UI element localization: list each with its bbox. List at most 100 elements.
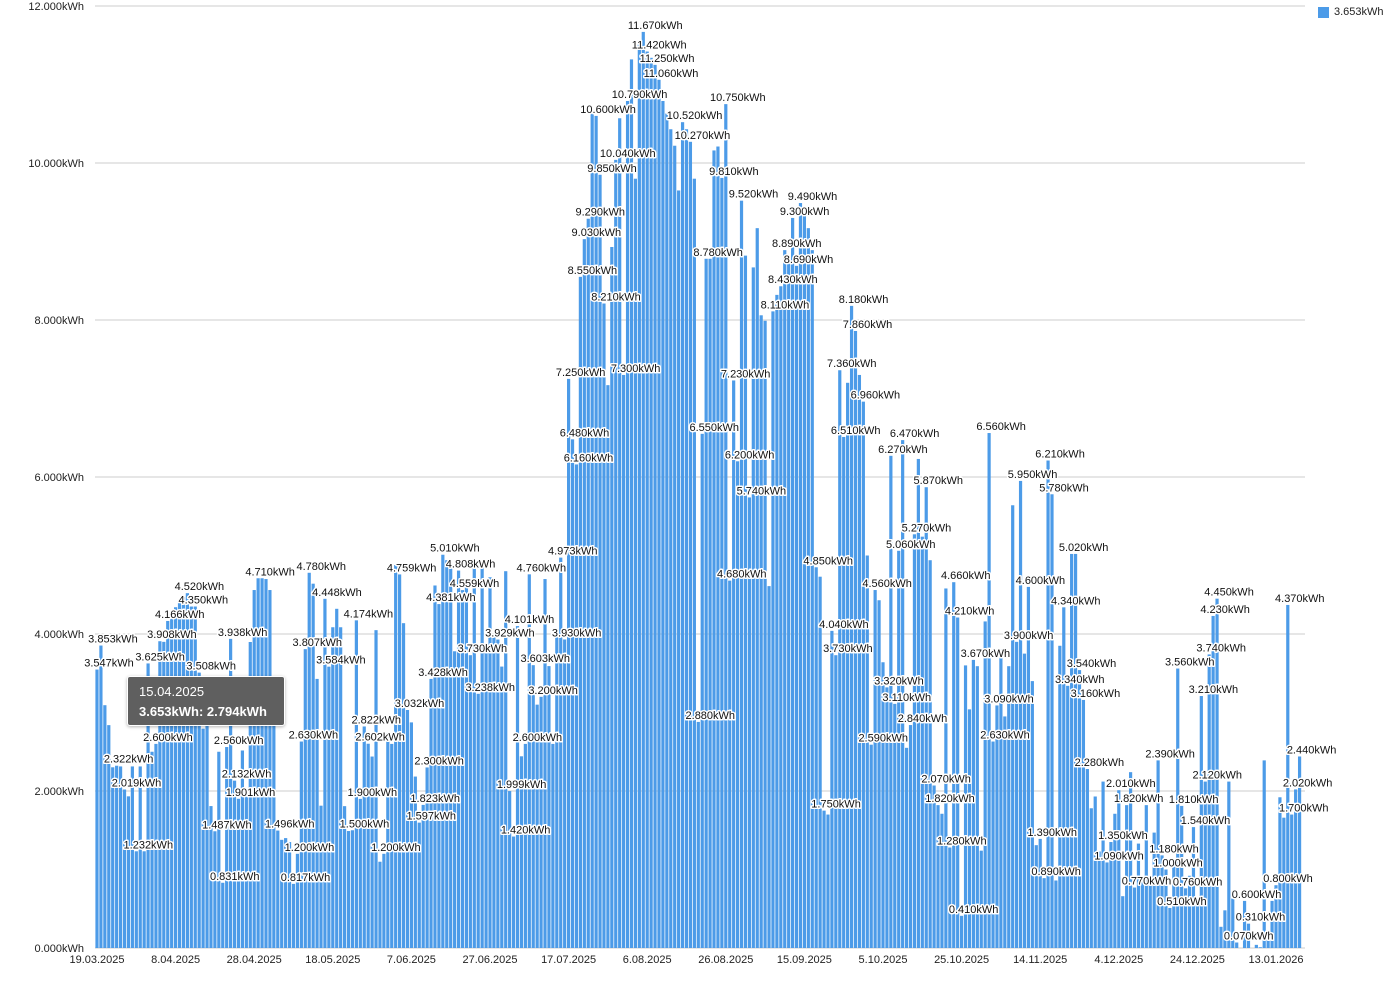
bar[interactable] <box>193 606 197 948</box>
bar[interactable] <box>1046 460 1050 948</box>
bar[interactable] <box>170 618 174 948</box>
bar[interactable] <box>221 882 225 948</box>
bar[interactable] <box>280 839 284 948</box>
bar[interactable] <box>975 666 979 948</box>
bar[interactable] <box>480 562 484 948</box>
bar[interactable] <box>429 678 433 948</box>
bar[interactable] <box>504 571 508 948</box>
bar[interactable] <box>539 696 543 948</box>
bar[interactable] <box>543 579 547 948</box>
bar[interactable] <box>791 217 795 948</box>
bar[interactable] <box>924 487 928 948</box>
bar[interactable] <box>323 598 327 948</box>
bar[interactable] <box>527 574 531 948</box>
bar[interactable] <box>783 250 787 948</box>
bar[interactable] <box>291 883 296 948</box>
bar[interactable] <box>696 721 700 948</box>
bar[interactable] <box>653 64 657 948</box>
bar[interactable] <box>614 159 618 949</box>
bar[interactable] <box>1242 900 1247 948</box>
bar[interactable] <box>1117 790 1121 948</box>
bar[interactable] <box>1215 598 1219 948</box>
bar[interactable] <box>370 756 374 948</box>
bar[interactable] <box>963 665 968 948</box>
bar[interactable] <box>555 634 559 948</box>
bar[interactable] <box>1262 760 1266 948</box>
bar[interactable] <box>146 663 150 948</box>
bar[interactable] <box>1105 862 1109 948</box>
bar[interactable] <box>138 766 142 948</box>
bar[interactable] <box>1140 878 1144 948</box>
bar[interactable] <box>307 572 311 948</box>
bar[interactable] <box>366 743 370 948</box>
bar[interactable] <box>331 627 335 948</box>
bar[interactable] <box>1290 814 1294 948</box>
bar[interactable] <box>488 577 492 948</box>
bar[interactable] <box>421 804 425 948</box>
bar[interactable] <box>618 118 622 948</box>
bar[interactable] <box>531 665 535 948</box>
bar[interactable] <box>122 789 127 948</box>
bar[interactable] <box>339 627 343 948</box>
bar[interactable] <box>657 79 661 949</box>
bar[interactable] <box>1093 796 1097 948</box>
bar[interactable] <box>916 458 920 948</box>
bar[interactable] <box>853 330 858 948</box>
bar[interactable] <box>453 651 457 948</box>
bar[interactable] <box>201 728 205 948</box>
bar[interactable] <box>920 536 924 948</box>
bar[interactable] <box>570 439 575 948</box>
bar[interactable] <box>637 44 641 948</box>
bar[interactable] <box>358 798 362 948</box>
bar[interactable] <box>904 747 909 948</box>
bar[interactable] <box>464 579 469 948</box>
bar[interactable] <box>684 129 689 948</box>
bar[interactable] <box>154 743 158 948</box>
bar[interactable] <box>598 174 602 948</box>
bar[interactable] <box>264 579 268 948</box>
bar[interactable] <box>641 31 645 948</box>
bar[interactable] <box>669 129 673 948</box>
bar[interactable] <box>1176 668 1180 948</box>
bar[interactable] <box>260 578 264 948</box>
bar[interactable] <box>236 798 241 948</box>
bar[interactable] <box>1058 645 1062 948</box>
bar[interactable] <box>248 642 252 948</box>
bar[interactable] <box>802 214 806 948</box>
bar[interactable] <box>830 630 834 948</box>
bar[interactable] <box>834 655 838 948</box>
bar[interactable] <box>944 588 948 948</box>
bar[interactable] <box>511 836 516 948</box>
bar[interactable] <box>755 228 759 948</box>
bar[interactable] <box>775 294 779 948</box>
bar[interactable] <box>732 380 736 948</box>
bar[interactable] <box>743 255 748 948</box>
bar[interactable] <box>1286 604 1290 948</box>
bar[interactable] <box>563 639 567 948</box>
bar[interactable] <box>1164 869 1168 949</box>
bar[interactable] <box>633 178 638 948</box>
bar[interactable] <box>158 641 162 948</box>
bar[interactable] <box>1070 553 1074 948</box>
bar[interactable] <box>405 709 410 948</box>
bar[interactable] <box>622 374 626 948</box>
bar[interactable] <box>496 639 500 948</box>
bar[interactable] <box>1077 670 1082 948</box>
bar[interactable] <box>1227 781 1231 948</box>
bar[interactable] <box>437 604 441 948</box>
bar[interactable] <box>897 550 901 948</box>
bar[interactable] <box>865 555 869 949</box>
bar[interactable] <box>1034 845 1038 948</box>
bar[interactable] <box>889 455 893 948</box>
bar[interactable] <box>197 672 201 948</box>
bar[interactable] <box>174 607 178 948</box>
bar[interactable] <box>767 586 771 948</box>
bar[interactable] <box>1191 827 1196 948</box>
bar[interactable] <box>1042 878 1046 948</box>
bar[interactable] <box>1172 864 1176 948</box>
bar[interactable] <box>217 751 221 948</box>
bar[interactable] <box>346 831 351 948</box>
bar[interactable] <box>979 850 983 948</box>
bar[interactable] <box>606 385 610 948</box>
bar[interactable] <box>677 190 681 949</box>
